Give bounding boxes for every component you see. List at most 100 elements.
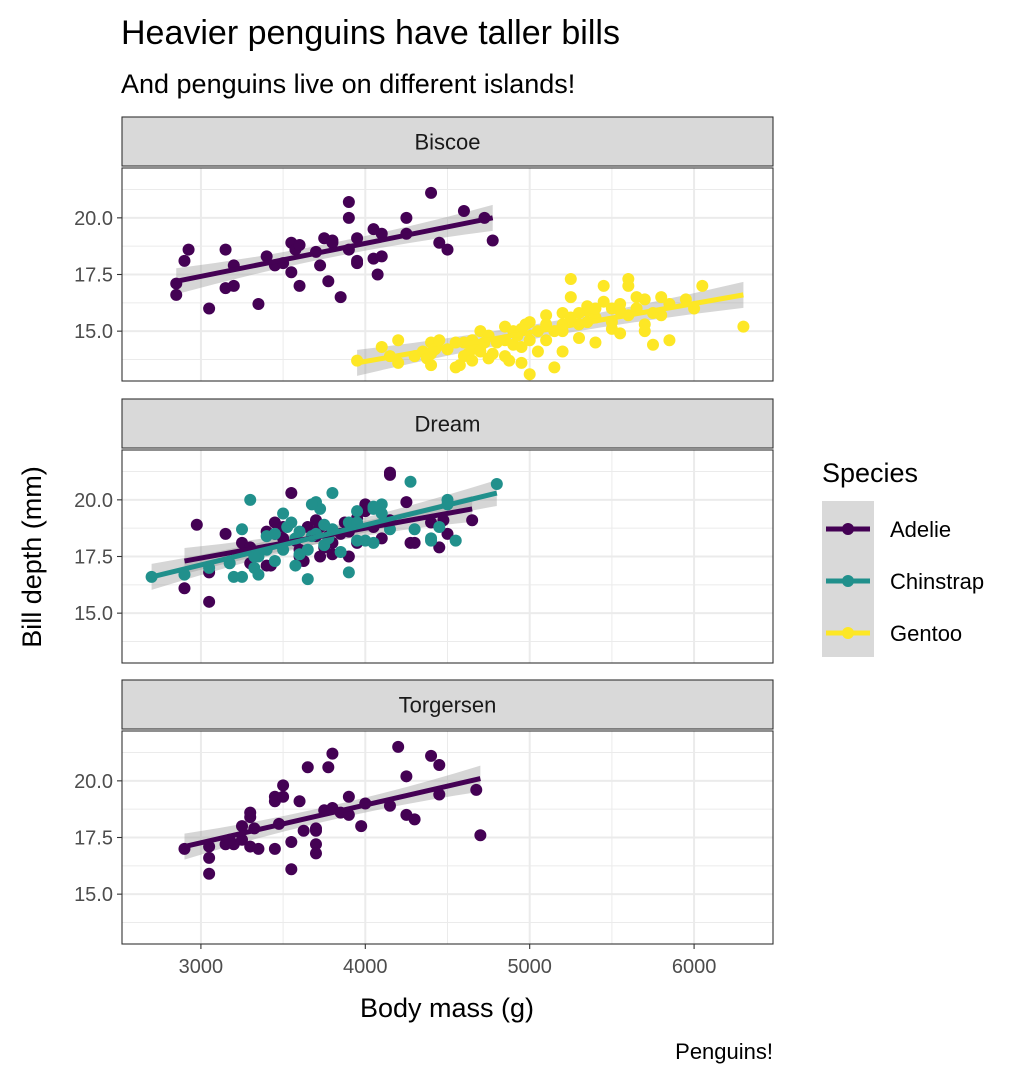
legend-key-point	[842, 627, 854, 639]
x-tick-label: 6000	[672, 956, 717, 978]
data-point	[236, 570, 249, 583]
data-point	[293, 795, 306, 808]
data-point	[342, 211, 355, 224]
data-point	[190, 518, 203, 531]
data-point	[182, 243, 195, 256]
data-point	[367, 500, 380, 513]
data-point	[470, 783, 483, 796]
panel-border	[121, 730, 774, 945]
data-point	[392, 334, 405, 347]
data-point	[392, 356, 405, 369]
chart-title: Heavier penguins have taller bills	[121, 14, 620, 52]
data-point	[342, 790, 355, 803]
data-point	[219, 243, 232, 256]
data-point	[400, 211, 413, 224]
data-point	[285, 836, 298, 849]
x-axis-title: Body mass (g)	[360, 993, 534, 1023]
data-point	[170, 288, 183, 301]
y-tick-label: 17.5	[74, 265, 113, 287]
data-point	[540, 309, 553, 322]
y-tick-label: 15.0	[74, 603, 113, 625]
data-point	[737, 320, 750, 333]
data-point	[696, 279, 709, 292]
facet-strip	[121, 116, 774, 167]
data-point	[503, 354, 516, 367]
data-point	[309, 838, 322, 851]
data-point	[285, 266, 298, 279]
data-point	[425, 186, 438, 199]
data-point	[474, 345, 487, 358]
data-point	[236, 820, 249, 833]
data-point	[309, 847, 322, 860]
data-point	[277, 790, 290, 803]
data-point	[178, 582, 191, 595]
data-point	[367, 536, 380, 549]
data-point	[622, 279, 635, 292]
data-point	[301, 573, 314, 586]
data-point	[277, 779, 290, 792]
facet-panel-biscoe: Biscoe 15.0 17.5 20.0	[74, 116, 774, 382]
x-tick-label: 5000	[507, 956, 552, 978]
data-point	[638, 293, 651, 306]
x-tick-label: 4000	[343, 956, 388, 978]
data-point	[433, 541, 446, 554]
data-point	[523, 316, 536, 329]
data-point	[449, 534, 462, 547]
trend-line-gentoo	[356, 292, 744, 366]
data-point	[268, 527, 281, 540]
y-tick-label: 17.5	[74, 547, 113, 569]
legend-entry-chinstrap: Chinstrap	[826, 569, 984, 594]
data-point	[573, 307, 586, 320]
data-point	[322, 275, 335, 288]
data-point	[322, 761, 335, 774]
data-point	[486, 234, 499, 247]
data-point	[638, 325, 651, 338]
data-point	[655, 291, 668, 304]
facet-strip-label: Torgersen	[399, 693, 497, 718]
legend-label: Adelie	[890, 517, 951, 542]
facet-strip-label: Dream	[414, 412, 480, 437]
legend-entry-adelie: Adelie	[826, 517, 951, 542]
data-point	[351, 232, 364, 245]
trend-line-adelie	[175, 215, 494, 284]
data-point	[392, 740, 405, 753]
data-point	[371, 268, 384, 281]
data-point	[453, 359, 466, 372]
data-point	[285, 487, 298, 500]
data-point	[425, 532, 438, 545]
data-point	[523, 368, 536, 381]
facet-strip	[121, 679, 774, 730]
data-point	[375, 250, 388, 263]
data-point	[597, 295, 610, 308]
data-point	[297, 824, 310, 837]
data-point	[515, 356, 528, 369]
legend-entry-gentoo: Gentoo	[826, 621, 962, 646]
data-point	[260, 250, 273, 263]
data-point	[351, 505, 364, 518]
data-point	[375, 507, 388, 520]
data-point	[268, 842, 281, 855]
data-point	[425, 359, 438, 372]
data-point	[314, 259, 327, 272]
data-point	[289, 559, 302, 572]
data-point	[540, 334, 553, 347]
data-point	[474, 829, 487, 842]
data-point	[351, 534, 364, 547]
data-point	[556, 345, 569, 358]
data-point	[203, 867, 216, 880]
panel-border	[121, 449, 774, 664]
data-point	[326, 236, 339, 249]
y-tick-label: 20.0	[74, 771, 113, 793]
data-point	[433, 758, 446, 771]
data-point	[314, 550, 327, 563]
data-point	[342, 516, 355, 529]
trend-line-chinstrap	[151, 490, 498, 580]
legend-label: Chinstrap	[890, 569, 984, 594]
data-point	[646, 338, 659, 351]
data-point	[457, 205, 470, 218]
data-point	[383, 466, 396, 479]
data-point	[441, 243, 454, 256]
data-point	[564, 291, 577, 304]
data-point	[219, 527, 232, 540]
chart-caption: Penguins!	[675, 1039, 773, 1064]
